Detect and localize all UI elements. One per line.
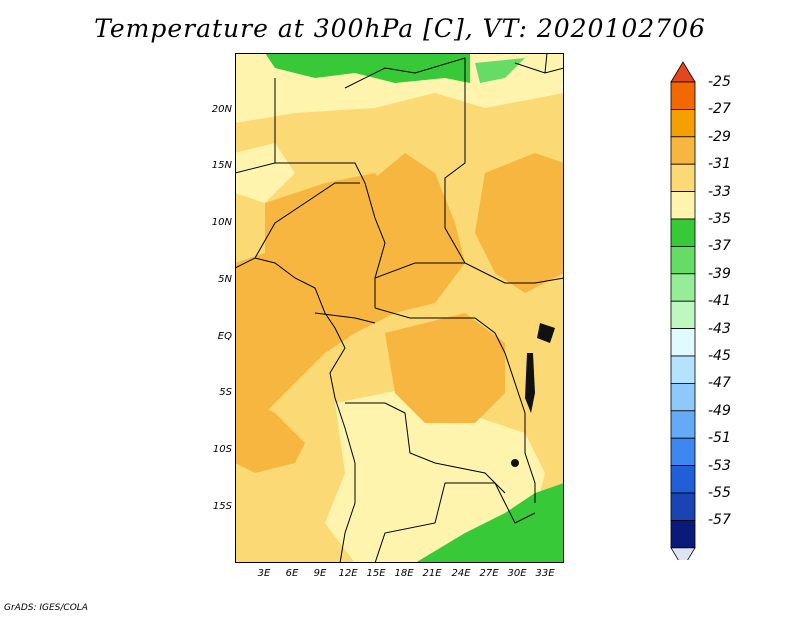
lon-tick: 24E [451, 568, 471, 579]
lat-tick: 15N [211, 160, 232, 171]
colorbar-label: -57 [708, 512, 731, 529]
map-panel [234, 52, 565, 564]
colorbar [670, 61, 696, 560]
map-frame [235, 53, 564, 563]
colorbar-label: -31 [708, 156, 731, 173]
credit-text: GrADS: IGES/COLA [4, 603, 88, 613]
field-band-31-nigeria [265, 173, 395, 273]
lon-tick: 9E [313, 568, 327, 579]
colorbar-label: -35 [708, 211, 731, 227]
colorbar-label: -49 [708, 402, 731, 419]
lat-tick: 10S [212, 444, 232, 455]
colorbar-segment [670, 273, 696, 302]
colorbar-segment [670, 191, 696, 220]
field-band-37-south [415, 483, 564, 563]
colorbar-segment [670, 163, 696, 192]
lon-tick: 12E [338, 568, 358, 579]
colorbar-segment [670, 300, 696, 329]
field-band-37-north [265, 53, 470, 83]
lon-tick: 6E [285, 568, 299, 579]
colorbar-segment [670, 382, 696, 412]
colorbar-label: -37 [708, 238, 731, 255]
colorbar-segment [670, 410, 696, 439]
colorbar-label: -47 [708, 375, 731, 392]
colorbar-label: -27 [708, 101, 731, 118]
lon-tick: 33E [535, 568, 555, 579]
lat-tick: 15S [212, 501, 232, 512]
field-band-39-north [475, 58, 525, 83]
colorbar-segment [670, 519, 696, 549]
colorbar-bottom-triangle [670, 547, 696, 560]
lat-tick: 5S [219, 387, 232, 398]
lat-tick: 5N [218, 274, 232, 285]
colorbar-segment [670, 81, 696, 110]
colorbar-label: -25 [708, 74, 731, 90]
chart-title: Temperature at 300hPa [C], VT: 202010270… [94, 14, 706, 43]
field-band-31-coast [235, 393, 305, 473]
lon-tick: 30E [507, 568, 527, 579]
colorbar-top-triangle [670, 61, 696, 83]
colorbar-label: -45 [708, 348, 731, 364]
colorbar-label: -29 [708, 128, 731, 145]
colorbar-segment [670, 328, 696, 357]
colorbar-segment [670, 355, 696, 384]
field-band-35-west [235, 143, 295, 203]
temperature-map [234, 52, 565, 564]
colorbar-segment [670, 245, 696, 275]
lakes [511, 323, 555, 467]
lon-tick: 15E [366, 568, 386, 579]
field-band-31-east [475, 153, 564, 293]
colorbar-segment [670, 136, 696, 165]
lon-tick: 27E [479, 568, 499, 579]
field-band-31-central [235, 153, 465, 433]
lat-tick: 20N [211, 104, 232, 115]
colorbar-label: -41 [708, 293, 731, 310]
country-borders [234, 52, 565, 564]
colorbar-segment [670, 218, 696, 247]
lon-tick: 3E [257, 568, 271, 579]
lat-tick: EQ [217, 331, 232, 342]
colorbar-segment [670, 437, 696, 467]
colorbar-label: -55 [708, 485, 731, 501]
lat-tick: 10N [211, 217, 232, 228]
field-band-31-congo [385, 313, 505, 423]
colorbar-label: -51 [708, 430, 731, 447]
colorbar-segment [670, 109, 696, 138]
colorbar-segment [670, 465, 696, 494]
field-band-35-south [325, 383, 545, 563]
colorbar-label: -39 [708, 265, 731, 282]
colorbar-label: -33 [708, 183, 731, 200]
lon-tick: 18E [394, 568, 414, 579]
lon-tick: 21E [422, 568, 442, 579]
colorbar-label: -53 [708, 457, 731, 474]
colorbar-label: -43 [708, 320, 731, 337]
colorbar-segment [670, 492, 696, 521]
